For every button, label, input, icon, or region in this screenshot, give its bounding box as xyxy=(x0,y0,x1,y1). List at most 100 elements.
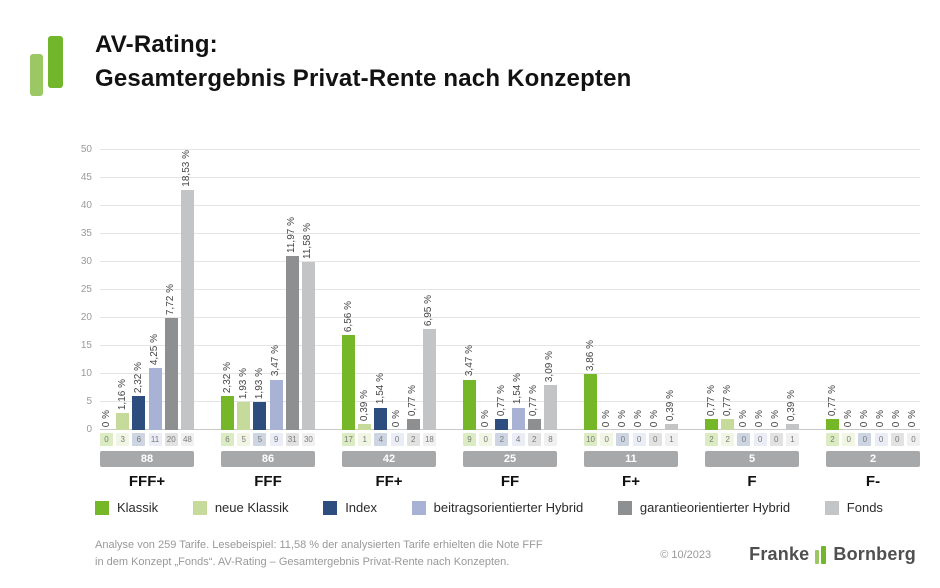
bar-row: 2,32 % 1,93 % 1,93 % 3,47 % 11,97 % 11,58 % xyxy=(221,150,315,430)
gridline xyxy=(100,429,920,430)
bar xyxy=(705,418,718,430)
bar-row: 3,47 % 0 % 0,77 % 1,54 % 0,77 % 3,09 % xyxy=(463,150,557,430)
percent-label: 0 % xyxy=(754,409,766,427)
bar-column: 6,56 % xyxy=(342,150,355,430)
group-label: FFF xyxy=(254,473,282,490)
count-chip: 17 xyxy=(342,433,355,446)
copyright: © 10/2023 xyxy=(660,548,712,561)
percent-label: 0,77 % xyxy=(826,384,838,416)
percent-label: 0 % xyxy=(737,409,749,427)
group-label: FF+ xyxy=(375,473,403,490)
bar-column: 0,39 % xyxy=(785,150,799,430)
percent-label: 3,47 % xyxy=(463,345,475,377)
count-chip: 18 xyxy=(422,433,436,446)
group-label: FFF+ xyxy=(128,473,166,490)
plot: 0 5 10 15 20 25 30 35 40 45 50 0 % 1,16 % 2,32 % 4,25… xyxy=(81,144,920,490)
count-chip: 0 xyxy=(890,433,904,446)
count-chip: 9 xyxy=(269,433,283,446)
gridline xyxy=(100,205,920,206)
group-total: 86 xyxy=(221,451,315,467)
gridline xyxy=(100,289,920,290)
percent-label: 0,39 % xyxy=(786,390,798,422)
legend-label: neue Klassik xyxy=(214,500,289,515)
page-title-line1: AV-Rating: xyxy=(95,31,218,58)
bar-row: 0 % 1,16 % 2,32 % 4,25 % 7,72 % 18,53 % xyxy=(100,150,194,430)
brand-bars-icon xyxy=(815,545,827,565)
bar xyxy=(785,424,799,430)
brand-word-bornberg: Bornberg xyxy=(833,544,916,564)
count-row: 17 1 4 0 2 18 xyxy=(342,433,436,446)
count-chip: 1 xyxy=(664,433,678,446)
bar xyxy=(237,402,251,430)
y-tick-label: 5 xyxy=(86,396,92,407)
y-tick-label: 15 xyxy=(80,340,92,351)
bar-group: 0 % 1,16 % 2,32 % 4,25 % 7,72 % 18,53 % 0 3 6 11 2… xyxy=(100,150,194,490)
legend-label: beitragsorientierter Hybrid xyxy=(433,500,584,515)
count-chip: 0 xyxy=(737,433,751,446)
bar-column: 11,97 % xyxy=(285,150,299,430)
legend-swatch xyxy=(192,500,207,515)
count-chip: 1 xyxy=(358,433,372,446)
bar-column: 0 % xyxy=(649,150,662,430)
gridline xyxy=(100,149,920,150)
percent-label: 11,97 % xyxy=(286,217,298,254)
bar-column: 0 % xyxy=(737,150,750,430)
percent-label: 1,93 % xyxy=(253,367,265,399)
bar-column: 0 % xyxy=(754,150,767,430)
percent-label: 3,86 % xyxy=(584,339,596,371)
bar-column: 18,53 % xyxy=(180,150,194,430)
bar-column: 0 % xyxy=(875,150,888,430)
percent-label: 0 % xyxy=(842,409,854,427)
bar xyxy=(269,379,283,430)
percent-label: 6,56 % xyxy=(342,300,354,332)
bar-group: 2,32 % 1,93 % 1,93 % 3,47 % 11,97 % 11,58 % 6 5… xyxy=(221,150,315,490)
bar-column: 3,47 % xyxy=(269,150,283,430)
bar xyxy=(132,396,146,430)
count-chip: 0 xyxy=(100,433,113,446)
page-title: AV-Rating: Gesamtergebnis Privat-Rente n… xyxy=(95,28,632,95)
logo-bar-dark xyxy=(48,36,63,88)
bar-group: 3,86 % 0 % 0 % 0 % 0 % 0,39 % 10 0 0 0 0 1 11 F+ xyxy=(584,150,678,490)
count-chip: 30 xyxy=(301,433,315,446)
gridline xyxy=(100,401,920,402)
bar-column: 0 % xyxy=(907,150,920,430)
bar xyxy=(221,396,234,430)
count-chip: 0 xyxy=(858,433,872,446)
bar-row: 0,77 % 0,77 % 0 % 0 % 0 % 0,39 % xyxy=(705,150,799,430)
group-label: F xyxy=(747,473,757,490)
percent-label: 2,32 % xyxy=(132,362,144,394)
bar-column: 4,25 % xyxy=(148,150,162,430)
percent-label: 0 % xyxy=(616,409,628,427)
legend-item: neue Klassik xyxy=(192,500,289,515)
count-chip: 0 xyxy=(600,433,614,446)
bar-column: 0,77 % xyxy=(826,150,839,430)
count-chip: 0 xyxy=(648,433,662,446)
bar xyxy=(527,418,541,430)
bar xyxy=(826,418,839,430)
logo-bar-light xyxy=(30,54,43,96)
y-tick-label: 40 xyxy=(80,200,92,211)
bar xyxy=(406,418,420,430)
count-chip: 2 xyxy=(705,433,718,446)
count-chip: 0 xyxy=(842,433,856,446)
bar-column: 3,09 % xyxy=(543,150,557,430)
percent-label: 0,39 % xyxy=(665,390,677,422)
legend-label: Klassik xyxy=(117,500,159,515)
count-chip: 0 xyxy=(616,433,630,446)
bar-column: 0 % xyxy=(391,150,404,430)
bar-column: 0 % xyxy=(100,150,113,430)
count-chip: 31 xyxy=(285,433,299,446)
percent-label: 1,16 % xyxy=(116,379,128,411)
count-chip: 0 xyxy=(753,433,767,446)
legend-swatch xyxy=(617,500,632,515)
bar xyxy=(358,424,372,430)
legend: Klassik neue Klassik Index beitragsorientie… xyxy=(95,500,883,515)
bar xyxy=(511,407,525,430)
percent-label: 0 % xyxy=(633,409,645,427)
count-chip: 10 xyxy=(584,433,597,446)
count-chip: 48 xyxy=(180,433,194,446)
percent-label: 6,95 % xyxy=(423,295,435,327)
percent-label: 4,25 % xyxy=(149,334,161,366)
